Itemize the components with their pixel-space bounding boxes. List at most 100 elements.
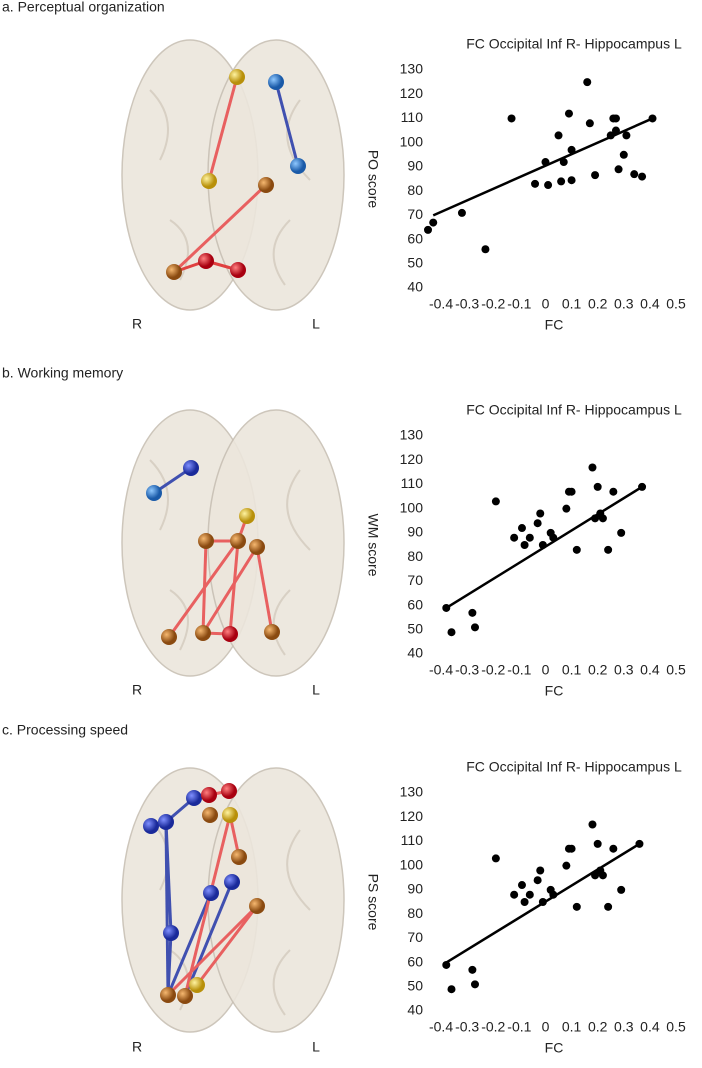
y-tick-label: 80 — [407, 905, 423, 921]
data-point — [481, 245, 490, 254]
data-point — [559, 158, 568, 167]
data-point — [538, 898, 547, 906]
data-point — [588, 820, 597, 829]
data-point — [536, 509, 545, 518]
y-tick-label: 60 — [407, 953, 423, 969]
x-tick-label: 0 — [542, 296, 550, 312]
hemisphere-label: L — [312, 682, 320, 698]
x-tick-label: 0.5 — [666, 296, 686, 312]
x-tick-label: 0.3 — [614, 1019, 634, 1035]
x-tick-label: -0.2 — [481, 296, 505, 312]
data-point — [622, 131, 631, 140]
data-point — [517, 524, 526, 533]
y-tick-label: 90 — [407, 881, 423, 897]
chart-title: FC Occipital Inf R- Hippocampus L — [466, 36, 682, 52]
y-axis-label: WM score — [365, 514, 381, 577]
data-point — [611, 126, 620, 135]
data-point — [598, 514, 607, 523]
x-tick-label: -0.4 — [429, 1019, 453, 1035]
data-point — [567, 145, 576, 154]
data-point — [617, 528, 626, 537]
y-tick-label: 120 — [400, 85, 424, 101]
data-point — [549, 890, 558, 899]
x-tick-label: 0.4 — [640, 296, 660, 312]
data-point — [517, 881, 526, 890]
data-point — [457, 208, 466, 217]
data-point — [588, 463, 597, 472]
data-point — [609, 487, 618, 496]
data-point — [609, 844, 618, 853]
data-point — [533, 876, 542, 885]
data-point — [591, 171, 600, 180]
y-tick-label: 100 — [400, 856, 424, 872]
y-tick-label: 80 — [407, 548, 423, 564]
x-tick-label: 0.5 — [666, 662, 686, 678]
x-tick-label: 0.2 — [588, 296, 608, 312]
data-point — [562, 861, 571, 870]
y-tick-label: 70 — [407, 206, 423, 222]
panel-label: c. Processing speed — [2, 722, 128, 738]
data-point — [591, 514, 600, 523]
brain-c — [121, 767, 345, 1033]
data-point — [591, 871, 600, 880]
panel-label: a. Perceptual organization — [2, 0, 165, 15]
y-tick-label: 120 — [400, 451, 424, 467]
y-tick-label: 80 — [407, 182, 423, 198]
data-point — [593, 839, 602, 848]
chart-title: FC Occipital Inf R- Hippocampus L — [466, 402, 682, 418]
data-point — [593, 482, 602, 491]
y-tick-label: 90 — [407, 524, 423, 540]
x-tick-label: 0 — [542, 662, 550, 678]
data-point — [468, 965, 477, 974]
y-tick-label: 110 — [401, 832, 424, 848]
data-point — [470, 623, 479, 632]
data-point — [520, 541, 529, 549]
data-point — [491, 497, 500, 506]
data-point — [617, 885, 626, 894]
y-tick-label: 100 — [400, 133, 424, 149]
data-point — [567, 844, 576, 853]
data-point — [549, 533, 558, 542]
data-point — [510, 533, 519, 542]
x-tick-label: -0.3 — [455, 296, 479, 312]
data-point — [614, 165, 623, 174]
x-tick-label: -0.1 — [507, 1019, 531, 1035]
x-tick-label: -0.3 — [455, 1019, 479, 1035]
hemisphere-label: R — [132, 682, 142, 698]
data-point — [554, 131, 563, 140]
y-tick-label: 110 — [401, 109, 424, 125]
data-point — [424, 225, 432, 234]
data-point — [442, 603, 451, 612]
x-tick-label: 0.1 — [562, 1019, 582, 1035]
chart-title: FC Occipital Inf R- Hippocampus L — [466, 759, 682, 775]
data-point — [557, 177, 566, 186]
y-tick-label: 50 — [407, 254, 423, 270]
y-tick-label: 70 — [407, 929, 423, 945]
x-tick-label: 0.4 — [640, 1019, 660, 1035]
y-tick-label: 60 — [407, 596, 423, 612]
data-point — [470, 980, 479, 989]
y-tick-label: 40 — [407, 1002, 423, 1018]
data-point — [638, 482, 647, 491]
data-point — [635, 839, 644, 848]
data-point — [572, 545, 581, 554]
data-point — [536, 866, 545, 875]
data-point — [562, 504, 571, 513]
x-tick-label: 0.1 — [562, 662, 582, 678]
data-point — [447, 985, 456, 994]
brain-a — [121, 39, 345, 311]
x-tick-label: -0.3 — [455, 662, 479, 678]
data-point — [507, 114, 516, 123]
x-axis-label: FC — [545, 683, 564, 699]
data-point — [598, 871, 607, 880]
x-tick-label: 0.2 — [588, 662, 608, 678]
data-point — [567, 487, 576, 496]
data-point — [638, 172, 647, 181]
data-point — [468, 608, 477, 617]
x-tick-label: -0.1 — [507, 662, 531, 678]
x-tick-label: 0.3 — [614, 662, 634, 678]
hemisphere-label: R — [132, 316, 142, 332]
y-tick-label: 130 — [400, 784, 424, 800]
data-point — [533, 519, 542, 528]
x-tick-label: 0.2 — [588, 1019, 608, 1035]
